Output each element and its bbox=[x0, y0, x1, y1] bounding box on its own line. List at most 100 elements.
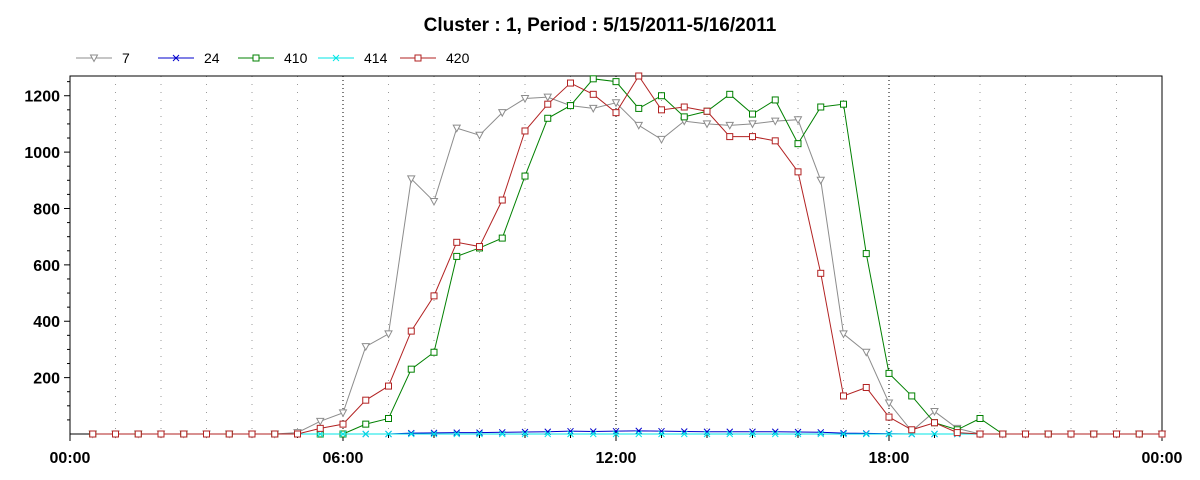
data-point bbox=[635, 430, 643, 438]
marker-stroke bbox=[316, 430, 324, 438]
data-point bbox=[612, 430, 620, 438]
data-point bbox=[475, 131, 484, 140]
data-point bbox=[430, 430, 438, 438]
chart-title: Cluster : 1, Period : 5/15/2011-5/16/201… bbox=[424, 15, 777, 36]
data-point bbox=[544, 430, 552, 438]
data-point bbox=[180, 430, 188, 438]
marker-stroke bbox=[612, 427, 620, 435]
x-tick-label: 06:00 bbox=[323, 450, 364, 467]
legend-marker bbox=[414, 54, 422, 62]
data-point bbox=[703, 107, 711, 115]
data-point bbox=[793, 116, 803, 125]
data-point bbox=[567, 427, 574, 435]
data-point bbox=[589, 75, 597, 83]
marker-stroke bbox=[430, 429, 438, 437]
data-point bbox=[931, 430, 938, 438]
data-point bbox=[658, 427, 665, 435]
marker-stroke bbox=[589, 428, 597, 435]
legend-marker bbox=[252, 54, 260, 62]
data-point bbox=[885, 413, 893, 421]
marker-stroke bbox=[840, 429, 847, 437]
data-point bbox=[1135, 430, 1143, 438]
data-point bbox=[611, 99, 621, 108]
data-point bbox=[1113, 430, 1120, 438]
x-tick-label: 00:00 bbox=[1142, 450, 1183, 467]
x-tick-label: 00:00 bbox=[50, 450, 91, 467]
y-tick-label: 400 bbox=[33, 314, 60, 331]
data-point bbox=[817, 103, 825, 111]
data-point bbox=[861, 348, 871, 357]
data-point bbox=[726, 90, 734, 98]
data-point bbox=[976, 430, 984, 438]
data-point bbox=[658, 92, 665, 100]
marker-stroke bbox=[453, 430, 461, 438]
data-point bbox=[543, 93, 553, 102]
y-tick-label: 800 bbox=[33, 201, 60, 218]
data-point bbox=[157, 430, 165, 438]
marker-stroke bbox=[407, 429, 415, 437]
data-point bbox=[498, 430, 506, 438]
axes: 200 400 600 800 1000 1200 00:00 06:00 12:00 18:00… bbox=[24, 75, 1183, 467]
data-point bbox=[316, 430, 324, 438]
data-point bbox=[271, 430, 279, 438]
data-point bbox=[248, 430, 256, 438]
data-point bbox=[521, 127, 529, 135]
data-point bbox=[725, 121, 735, 130]
data-point bbox=[521, 172, 529, 180]
marker-stroke bbox=[635, 430, 643, 438]
data-point bbox=[225, 430, 233, 438]
data-point bbox=[1044, 430, 1052, 438]
data-point bbox=[840, 100, 847, 108]
data-point bbox=[1022, 430, 1029, 438]
marker-stroke bbox=[635, 427, 643, 435]
data-point bbox=[635, 104, 643, 112]
data-point bbox=[749, 430, 756, 438]
marker-stroke bbox=[476, 430, 483, 438]
data-point bbox=[476, 430, 483, 438]
data-point bbox=[680, 103, 688, 111]
data-point bbox=[520, 95, 530, 104]
data-point bbox=[544, 100, 552, 108]
series-7 bbox=[88, 93, 1167, 439]
data-point bbox=[908, 426, 916, 434]
marker-stroke bbox=[726, 430, 734, 438]
data-point bbox=[771, 430, 779, 438]
data-point bbox=[407, 327, 415, 335]
data-point bbox=[749, 110, 756, 118]
data-point bbox=[885, 430, 893, 438]
grid-lines bbox=[115, 76, 1117, 434]
data-point bbox=[430, 292, 438, 300]
data-point bbox=[771, 137, 779, 145]
marker-stroke bbox=[407, 430, 415, 438]
legend-marker bbox=[172, 54, 180, 62]
marker-stroke bbox=[680, 428, 688, 435]
marker-stroke bbox=[362, 430, 370, 438]
marker-stroke bbox=[862, 430, 870, 438]
data-point bbox=[1158, 430, 1166, 438]
legend-marker bbox=[332, 54, 340, 62]
legend-item-414: 414 bbox=[318, 50, 388, 66]
data-point bbox=[316, 424, 324, 432]
marker-stroke bbox=[612, 430, 620, 438]
data-point bbox=[770, 117, 780, 126]
data-point bbox=[794, 140, 802, 148]
data-point bbox=[362, 420, 370, 428]
x-tick-label: 12:00 bbox=[596, 450, 637, 467]
y-tick-label: 600 bbox=[33, 258, 60, 275]
legend-label: 420 bbox=[446, 50, 470, 66]
data-point bbox=[749, 133, 756, 141]
data-point bbox=[453, 430, 461, 438]
data-point bbox=[476, 243, 483, 251]
marker-stroke bbox=[589, 430, 597, 438]
data-point bbox=[589, 428, 597, 435]
data-point bbox=[771, 96, 779, 104]
data-point bbox=[134, 430, 142, 438]
data-point bbox=[385, 382, 392, 390]
marker-stroke bbox=[931, 430, 938, 438]
data-point bbox=[589, 90, 597, 98]
data-point bbox=[407, 365, 415, 373]
data-point bbox=[794, 168, 802, 176]
data-point bbox=[452, 124, 462, 133]
data-point bbox=[726, 133, 734, 141]
marker-stroke bbox=[498, 430, 506, 438]
